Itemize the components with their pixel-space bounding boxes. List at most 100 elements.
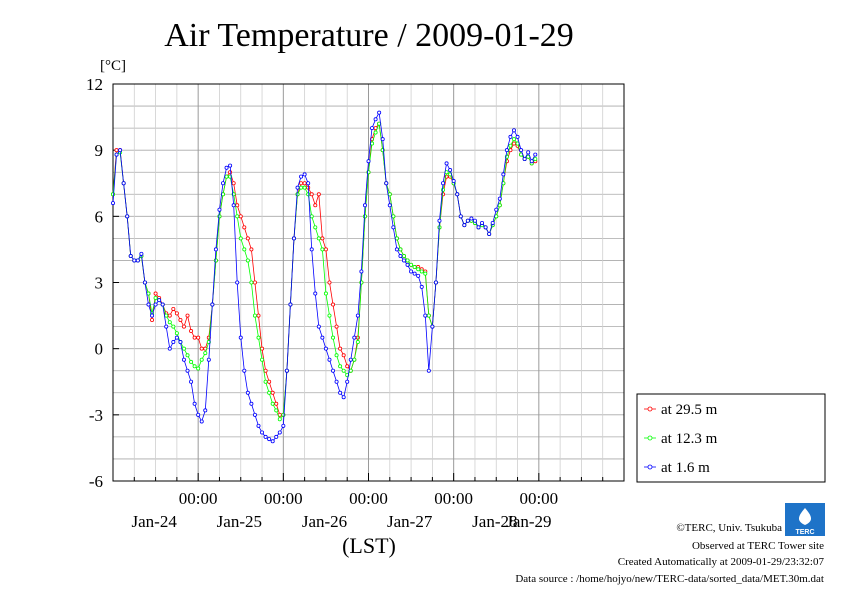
data-point: [448, 168, 453, 173]
data-point: [174, 335, 179, 340]
data-point: [192, 335, 197, 340]
data-point: [174, 331, 179, 336]
data-point: [224, 174, 229, 179]
data-point: [441, 181, 446, 186]
data-point: [228, 170, 233, 175]
data-point: [472, 218, 477, 223]
data-point: [398, 247, 403, 252]
data-point: [345, 379, 350, 384]
data-point: [320, 335, 325, 340]
chart-title: Air Temperature / 2009-01-29: [164, 17, 574, 54]
data-point: [511, 137, 516, 142]
y-tick-label: 0: [95, 340, 104, 359]
data-point: [423, 271, 428, 276]
y-tick-label: 6: [95, 207, 104, 226]
data-point: [465, 218, 470, 223]
data-point: [419, 269, 424, 274]
data-point: [256, 423, 261, 428]
data-point: [398, 254, 403, 259]
data-point: [533, 152, 538, 157]
data-point: [153, 295, 158, 300]
y-tick-label: 3: [95, 274, 104, 293]
series-line: [112, 122, 536, 420]
data-point: [114, 148, 119, 153]
data-point: [181, 346, 186, 351]
data-point: [174, 311, 179, 316]
data-point: [281, 423, 286, 428]
data-point: [217, 214, 222, 219]
data-point: [416, 273, 421, 278]
data-point: [401, 258, 406, 263]
logo-text: TERC: [795, 529, 814, 536]
x-tick-time-label: 00:00: [179, 489, 218, 508]
data-point: [256, 313, 261, 318]
legend-label: at 29.5 m: [661, 402, 718, 418]
data-point: [252, 280, 257, 285]
data-point: [331, 335, 336, 340]
data-point: [334, 353, 339, 358]
data-point: [171, 324, 176, 329]
data-point: [377, 110, 382, 115]
data-point: [511, 128, 516, 133]
data-point: [391, 225, 396, 230]
data-point: [252, 412, 257, 417]
data-point: [160, 302, 165, 307]
data-point: [331, 302, 336, 307]
data-point: [334, 324, 339, 329]
data-point: [401, 254, 406, 259]
terc-logo: TERC: [785, 503, 825, 536]
data-point: [352, 335, 357, 340]
data-point: [352, 357, 357, 362]
data-point: [196, 366, 201, 371]
data-point: [341, 353, 346, 358]
data-series: [111, 110, 538, 444]
legend-box: [636, 393, 826, 483]
data-point: [171, 306, 176, 311]
data-point: [501, 172, 506, 177]
data-point: [405, 262, 410, 267]
data-point: [245, 390, 250, 395]
x-tick-time-label: 00:00: [349, 489, 388, 508]
data-point: [494, 207, 499, 212]
data-point: [341, 368, 346, 373]
data-point: [522, 156, 527, 161]
series-line: [112, 111, 536, 442]
data-point: [462, 223, 467, 228]
data-point: [309, 192, 314, 197]
data-point: [302, 185, 307, 190]
data-point: [263, 379, 268, 384]
data-point: [504, 148, 509, 153]
data-point: [189, 329, 194, 334]
x-axis-label: (LST): [342, 533, 396, 558]
legend-label: at 12.3 m: [661, 431, 718, 447]
data-point: [288, 302, 293, 307]
copyright-text: ©TERC, Univ. Tsukuba: [676, 522, 782, 534]
data-point: [111, 192, 116, 197]
data-point: [455, 192, 460, 197]
data-point: [167, 320, 172, 325]
data-point: [213, 247, 218, 252]
data-point: [384, 181, 389, 186]
data-point: [327, 280, 332, 285]
data-point: [242, 225, 247, 230]
data-point: [426, 313, 431, 318]
data-point: [238, 335, 243, 340]
data-point: [228, 163, 233, 168]
data-point: [249, 247, 254, 252]
data-point: [256, 335, 261, 340]
data-point: [458, 214, 463, 219]
data-point: [320, 247, 325, 252]
data-point: [373, 130, 378, 135]
data-point: [309, 214, 314, 219]
data-point: [391, 214, 396, 219]
data-point: [231, 203, 236, 208]
data-point: [316, 192, 321, 197]
data-point: [192, 364, 197, 369]
data-point: [146, 302, 151, 307]
data-point: [338, 390, 343, 395]
data-point: [238, 236, 243, 241]
y-axis-ticks: 12 9 6 3 0 -3 -6: [86, 75, 119, 491]
data-point: [341, 395, 346, 400]
data-point: [231, 181, 236, 186]
data-point: [221, 181, 226, 186]
